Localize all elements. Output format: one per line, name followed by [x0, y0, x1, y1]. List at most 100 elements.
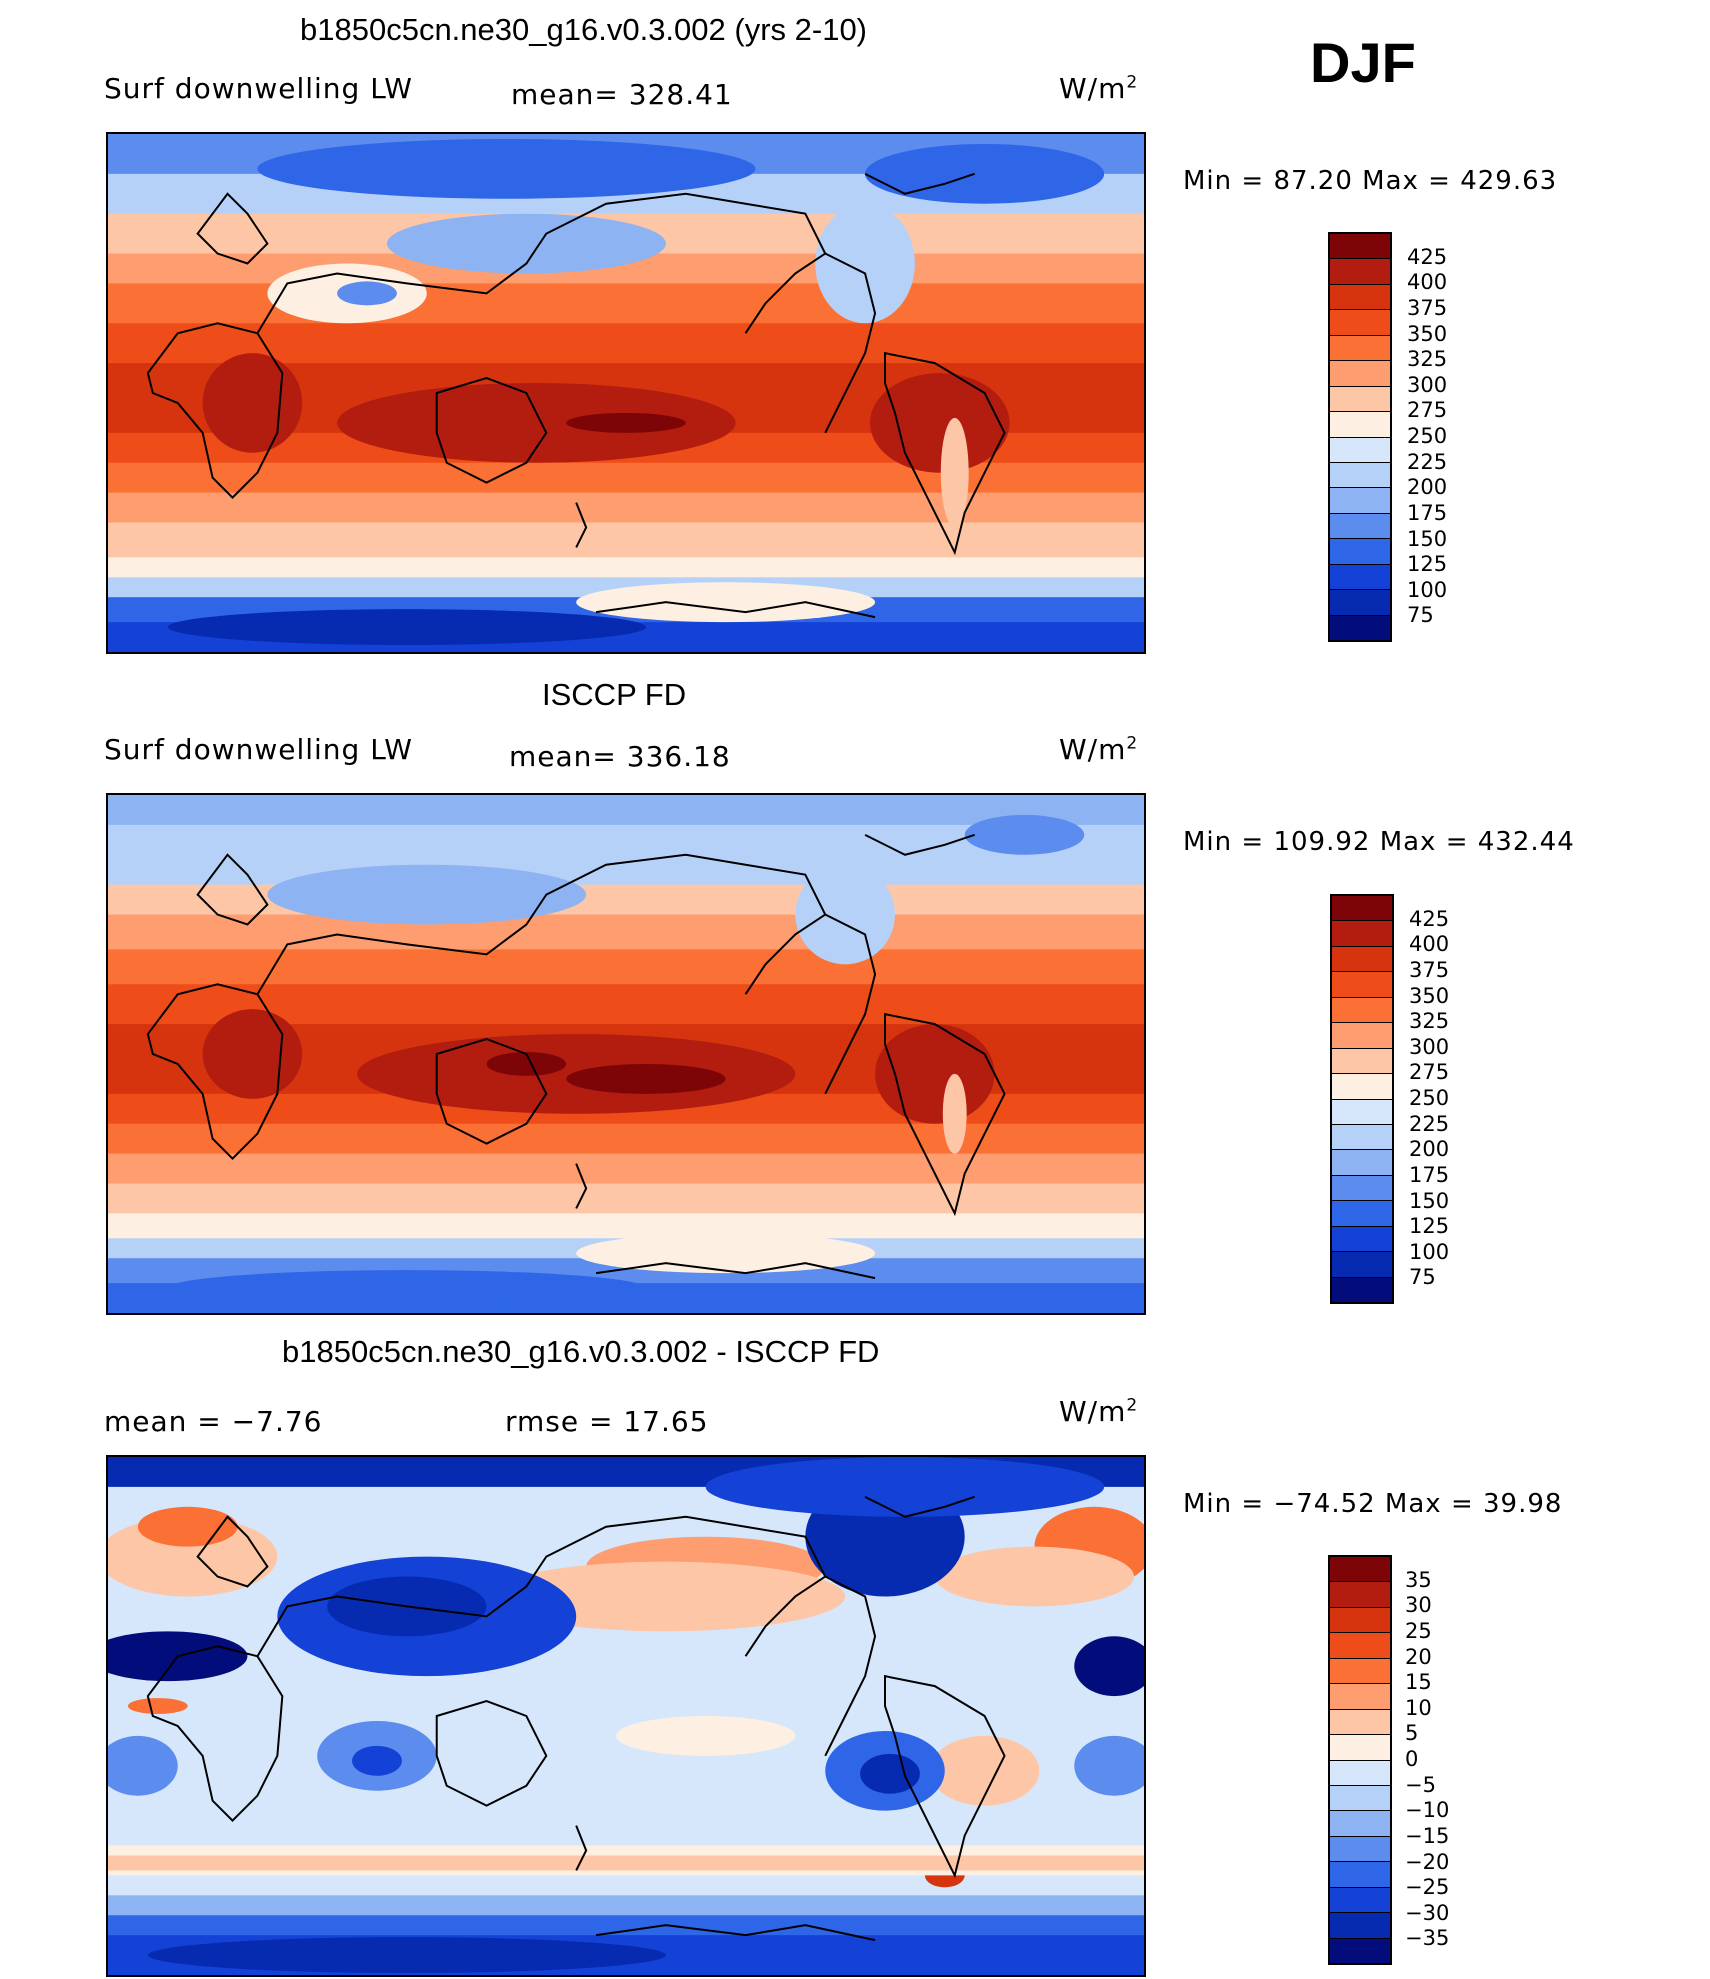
- colorbar-tick-label: 150: [1407, 526, 1448, 551]
- colorbar-tick-label: −5: [1405, 1772, 1436, 1797]
- colorbar-tick-label: 425: [1409, 906, 1450, 931]
- colorbar-tick-label: 300: [1407, 372, 1448, 397]
- colorbar-box: [1330, 412, 1390, 438]
- colorbar-box: [1330, 539, 1390, 565]
- colorbar-tick-label: 400: [1409, 932, 1450, 957]
- panel-3-colorbar: [1328, 1555, 1392, 1965]
- colorbar-tick-label: 275: [1409, 1060, 1450, 1085]
- panel-1-minmax: Min = 87.20 Max = 429.63: [1183, 166, 1558, 196]
- colorbar-box: [1330, 437, 1390, 463]
- colorbar-box: [1330, 1582, 1390, 1608]
- colorbar-box: [1330, 1811, 1390, 1837]
- colorbar-tick-label: 400: [1407, 270, 1448, 295]
- colorbar-tick-label: 225: [1409, 1111, 1450, 1136]
- colorbar-tick-label: 20: [1405, 1644, 1432, 1669]
- colorbar-box: [1332, 1277, 1392, 1302]
- panel-1-mean-label: mean= 328.41: [511, 78, 733, 111]
- colorbar-box: [1330, 564, 1390, 591]
- colorbar-tick-label: 125: [1407, 552, 1448, 577]
- colorbar-box: [1330, 335, 1390, 362]
- colorbar-box: [1330, 1709, 1390, 1736]
- colorbar-box: [1330, 1887, 1390, 1914]
- panel-1-colorbar-ticks: 425 400 375 350 325 300 275 250 225 200 175 150 125 1…: [1407, 232, 1487, 642]
- colorbar-tick-label: 275: [1407, 398, 1448, 423]
- colorbar-box: [1332, 997, 1392, 1024]
- colorbar-box: [1330, 284, 1390, 311]
- colorbar-tick-label: 125: [1409, 1214, 1450, 1239]
- colorbar-box: [1330, 310, 1390, 336]
- panel-1-title: b1850c5cn.ne30_g16.v0.3.002 (yrs 2-10): [300, 12, 868, 47]
- colorbar-box: [1330, 513, 1390, 540]
- colorbar-tick-label: 15: [1405, 1670, 1432, 1695]
- colorbar-tick-label: 75: [1407, 603, 1434, 628]
- colorbar-box: [1330, 1735, 1390, 1761]
- colorbar-box: [1330, 615, 1390, 640]
- panel-2-mean-label: mean= 336.18: [509, 740, 731, 773]
- colorbar-box: [1332, 1226, 1392, 1253]
- colorbar-tick-label: −20: [1405, 1849, 1450, 1874]
- colorbar-box: [1330, 386, 1390, 413]
- colorbar-tick-label: −35: [1405, 1926, 1450, 1951]
- colorbar-tick-label: −10: [1405, 1798, 1450, 1823]
- colorbar-box: [1332, 946, 1392, 973]
- colorbar-box: [1330, 1684, 1390, 1710]
- colorbar-tick-label: 35: [1405, 1567, 1432, 1592]
- colorbar-tick-label: −25: [1405, 1875, 1450, 1900]
- panel-2-minmax: Min = 109.92 Max = 432.44: [1183, 827, 1575, 857]
- colorbar-tick-label: 350: [1409, 983, 1450, 1008]
- panel-2-title: ISCCP FD: [542, 677, 687, 712]
- panel-2-colorbar: [1330, 894, 1394, 1304]
- colorbar-box: [1330, 590, 1390, 616]
- panel-3-minmax: Min = −74.52 Max = 39.98: [1183, 1489, 1563, 1519]
- panel-1-map-field: [108, 134, 1144, 652]
- colorbar-box: [1330, 1658, 1390, 1685]
- colorbar-box: [1330, 1557, 1390, 1583]
- colorbar-tick-label: 225: [1407, 449, 1448, 474]
- colorbar-box: [1330, 1607, 1390, 1634]
- colorbar-box: [1330, 488, 1390, 514]
- colorbar-tick-label: 175: [1409, 1162, 1450, 1187]
- colorbar-box: [1332, 1150, 1392, 1176]
- colorbar-tick-label: 75: [1409, 1265, 1436, 1290]
- colorbar-tick-label: 250: [1409, 1086, 1450, 1110]
- colorbar-tick-label: 300: [1409, 1034, 1450, 1059]
- colorbar-box: [1330, 1862, 1390, 1888]
- colorbar-tick-label: −30: [1405, 1900, 1450, 1925]
- colorbar-box: [1332, 896, 1392, 922]
- colorbar-tick-label: 250: [1407, 424, 1448, 448]
- colorbar-tick-label: 375: [1409, 957, 1450, 982]
- colorbar-tick-label: 325: [1407, 347, 1448, 372]
- panel-1-variable-label: Surf downwelling LW: [104, 72, 413, 105]
- panel-1-colorbar: [1328, 232, 1392, 642]
- colorbar-tick-label: 200: [1409, 1137, 1450, 1162]
- colorbar-tick-label: 150: [1409, 1188, 1450, 1213]
- season-label: DJF: [1310, 31, 1416, 94]
- panel-2-units: W/m2: [1059, 733, 1139, 766]
- colorbar-tick-label: 100: [1409, 1239, 1450, 1264]
- colorbar-tick-label: 425: [1407, 244, 1448, 269]
- colorbar-box: [1332, 1023, 1392, 1049]
- colorbar-box: [1332, 972, 1392, 998]
- colorbar-box: [1330, 1836, 1390, 1863]
- panel-3-title: b1850c5cn.ne30_g16.v0.3.002 - ISCCP FD: [282, 1334, 880, 1369]
- colorbar-box: [1330, 1633, 1390, 1659]
- colorbar-tick-label: 25: [1405, 1618, 1432, 1643]
- colorbar-tick-label: 5: [1405, 1721, 1419, 1746]
- colorbar-box: [1332, 1175, 1392, 1202]
- panel-3-map-field: [108, 1457, 1144, 1975]
- colorbar-tick-label: 10: [1405, 1695, 1432, 1720]
- colorbar-tick-label: 0: [1405, 1747, 1419, 1771]
- colorbar-box: [1332, 1074, 1392, 1100]
- colorbar-tick-label: 350: [1407, 321, 1448, 346]
- panel-3-units: W/m2: [1059, 1395, 1139, 1428]
- colorbar-box: [1332, 1124, 1392, 1151]
- colorbar-box: [1332, 1048, 1392, 1075]
- colorbar-box: [1332, 1099, 1392, 1125]
- colorbar-box: [1330, 1760, 1390, 1786]
- colorbar-tick-label: 30: [1405, 1593, 1432, 1618]
- colorbar-box: [1332, 1201, 1392, 1227]
- panel-2-map: [106, 793, 1146, 1315]
- colorbar-box: [1330, 1913, 1390, 1939]
- colorbar-box: [1330, 1785, 1390, 1812]
